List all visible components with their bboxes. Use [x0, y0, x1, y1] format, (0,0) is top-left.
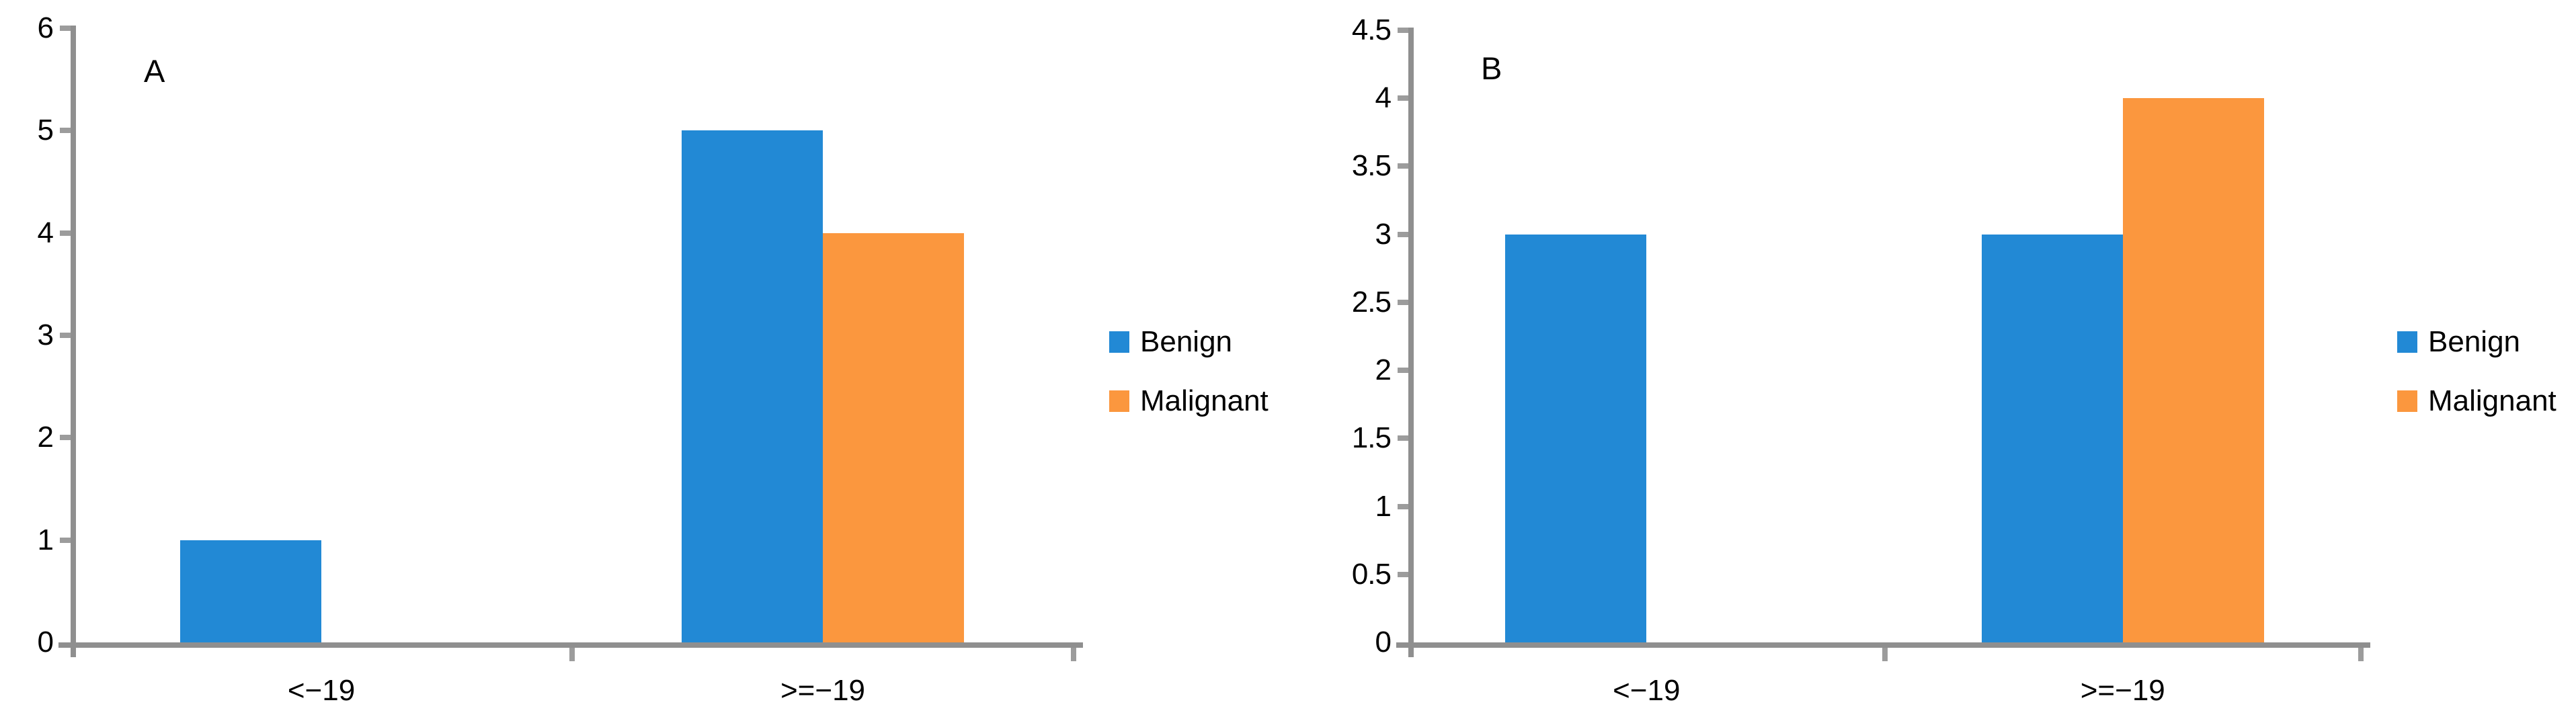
- chart-panel-a: A 0 1 2 3 4 5 6 <−19 >=−19 Benign Malignant: [37, 11, 1269, 707]
- legend-item-malignant: Malignant: [2397, 386, 2557, 416]
- y-tick-label: 1: [37, 523, 54, 556]
- y-tick: [1398, 435, 1408, 441]
- y-tick-label: 3: [37, 319, 54, 351]
- chart-panel-b: B 0 0.5 1 1.5 2 2.5 3 3.5 4 4.5 <−19 >=−19 Benign Ma…: [1288, 0, 2576, 719]
- y-axis-line: [71, 26, 76, 657]
- y-tick: [1398, 95, 1408, 101]
- x-tick: [2358, 648, 2364, 661]
- panel-label-b: B: [1481, 50, 1502, 86]
- legend-swatch-malignant: [1109, 390, 1129, 412]
- y-tick: [60, 537, 71, 543]
- legend-item-benign: Benign: [1109, 327, 1269, 357]
- panel-label-a: A: [144, 53, 165, 89]
- y-tick-label: 2: [1375, 353, 1392, 387]
- legend-item-malignant: Malignant: [1109, 386, 1269, 416]
- y-tick: [1398, 503, 1408, 509]
- y-tick-label: 1: [1375, 489, 1392, 523]
- legend-label-malignant: Malignant: [2428, 384, 2557, 417]
- y-tick: [60, 333, 71, 338]
- y-tick-label: 4.5: [1351, 13, 1392, 46]
- y-tick-label: 4: [37, 216, 54, 249]
- legend-swatch-benign: [2397, 331, 2417, 353]
- legend-label-benign: Benign: [1140, 325, 1233, 358]
- y-tick-label: 2.5: [1351, 285, 1392, 319]
- x-tick: [1882, 648, 1888, 661]
- y-tick: [60, 26, 71, 31]
- bar-malignant: [823, 233, 964, 642]
- x-axis-line: [58, 642, 1083, 648]
- y-tick: [1398, 231, 1408, 237]
- x-category-label: >=−19: [780, 674, 866, 707]
- y-tick: [1398, 571, 1408, 577]
- y-axis-line: [1408, 28, 1414, 657]
- legend-item-benign: Benign: [2397, 327, 2557, 357]
- y-tick: [1398, 368, 1408, 374]
- legend-swatch-benign: [1109, 331, 1129, 353]
- x-tick: [569, 648, 575, 661]
- y-tick-label: 0: [1375, 626, 1392, 659]
- y-tick-label: 2: [37, 421, 54, 454]
- y-tick: [1398, 299, 1408, 305]
- legend-swatch-malignant: [2397, 390, 2417, 412]
- legend-b: Benign Malignant: [2397, 327, 2557, 449]
- y-tick: [60, 230, 71, 236]
- bar-benign: [682, 130, 823, 642]
- y-tick-label: 0: [37, 626, 54, 659]
- legend-a: Benign Malignant: [1109, 327, 1269, 449]
- x-tick: [1071, 648, 1076, 661]
- y-tick: [60, 435, 71, 441]
- bar-benign: [1505, 235, 1647, 642]
- y-tick-label: 3: [1375, 217, 1392, 251]
- x-category-label: <−19: [1613, 674, 1681, 707]
- y-tick: [1398, 163, 1408, 169]
- y-tick-label: 1.5: [1351, 421, 1392, 455]
- y-tick-label: 5: [37, 114, 54, 147]
- bar-benign: [1981, 235, 2123, 642]
- y-tick-label: 6: [37, 11, 54, 44]
- x-axis-line: [1396, 642, 2370, 648]
- legend-label-malignant: Malignant: [1140, 384, 1269, 417]
- x-category-label: <−19: [287, 674, 356, 707]
- legend-label-benign: Benign: [2428, 325, 2521, 358]
- bar-malignant: [2122, 98, 2264, 642]
- y-tick: [60, 128, 71, 134]
- x-category-label: >=−19: [2080, 674, 2165, 707]
- y-tick: [1398, 28, 1408, 33]
- bar-benign: [180, 540, 321, 642]
- y-tick-label: 3.5: [1351, 149, 1392, 183]
- y-tick-label: 0.5: [1351, 557, 1392, 591]
- y-tick-label: 4: [1375, 81, 1392, 115]
